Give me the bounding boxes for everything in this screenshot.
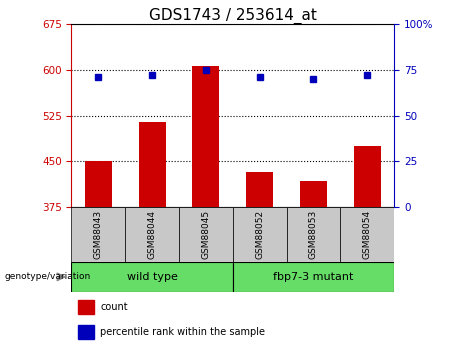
Text: wild type: wild type (127, 272, 177, 282)
Bar (233, 262, 394, 292)
Bar (125, 207, 179, 262)
Text: count: count (100, 302, 128, 312)
Bar (71, 207, 125, 262)
Text: fbp7-3 mutant: fbp7-3 mutant (273, 272, 354, 282)
Bar (78, 325, 94, 339)
Text: GSM88052: GSM88052 (255, 210, 264, 259)
Bar (246, 172, 273, 207)
Bar (179, 207, 233, 262)
Text: GSM88053: GSM88053 (309, 210, 318, 259)
Bar (354, 146, 381, 207)
Text: GSM88054: GSM88054 (363, 210, 372, 259)
Bar (193, 66, 219, 207)
Text: GSM88043: GSM88043 (94, 210, 103, 259)
Title: GDS1743 / 253614_at: GDS1743 / 253614_at (149, 8, 317, 24)
Text: genotype/variation: genotype/variation (5, 272, 91, 282)
Bar (300, 181, 327, 207)
Bar (233, 207, 287, 262)
Text: percentile rank within the sample: percentile rank within the sample (100, 327, 266, 337)
Bar (85, 161, 112, 207)
Bar (287, 207, 340, 262)
Text: GSM88044: GSM88044 (148, 210, 157, 259)
Bar (71, 262, 233, 292)
Bar (139, 122, 165, 207)
Bar (78, 300, 94, 314)
Text: GSM88045: GSM88045 (201, 210, 210, 259)
Bar (340, 207, 394, 262)
